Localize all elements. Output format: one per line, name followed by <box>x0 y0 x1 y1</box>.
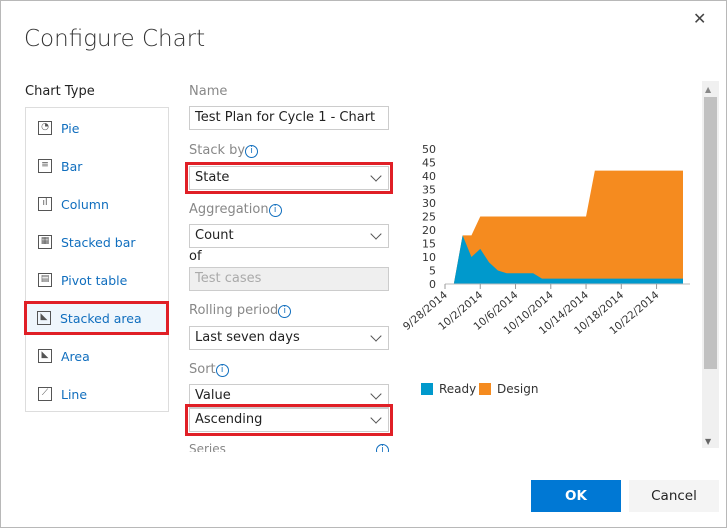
legend-label: Design <box>497 382 539 396</box>
chart-type-line[interactable]: ⟋ Line <box>26 378 168 410</box>
series-label-text: Series <box>189 442 226 452</box>
of-label: of <box>189 249 202 264</box>
rolling-period-dropdown[interactable]: Last seven days <box>189 326 389 350</box>
chart-type-label: Bar <box>61 158 83 174</box>
chart-type-bar[interactable]: ≡ Bar <box>26 150 168 182</box>
y-tick-label: 15 <box>422 238 436 251</box>
sort-label: Sort i <box>189 362 229 377</box>
rolling-label-text: Rolling period <box>189 303 279 318</box>
name-label: Name <box>189 84 228 99</box>
scrollbar-thumb[interactable] <box>704 97 717 369</box>
column-chart-icon: ıl <box>38 197 52 211</box>
y-tick-label: 0 <box>429 278 436 291</box>
chart-type-column[interactable]: ıl Column <box>26 188 168 220</box>
chart-type-pie[interactable]: ◔ Pie <box>26 112 168 144</box>
line-chart-icon: ⟋ <box>38 387 52 401</box>
chart-type-stacked-bar[interactable]: ▦ Stacked bar <box>26 226 168 258</box>
chart-type-label: Pivot table <box>61 272 128 288</box>
chart-type-list: ◔ Pie ≡ Bar ıl Column ▦ Stacked bar ▤ Pivot table… <box>24 107 169 412</box>
dialog-title: Configure Chart <box>24 26 206 52</box>
chart-type-label: Chart Type <box>25 84 95 99</box>
legend-ready: Ready <box>421 382 476 396</box>
y-tick-label: 30 <box>422 197 436 210</box>
chart-type-pivot-table[interactable]: ▤ Pivot table <box>26 264 168 296</box>
chart-type-stacked-area[interactable]: ◣ Stacked area <box>24 301 169 335</box>
y-tick-label: 25 <box>422 211 436 224</box>
chart-type-label: Stacked bar <box>61 234 136 250</box>
aggregation-label: Aggregation i <box>189 202 282 217</box>
info-icon[interactable]: i <box>215 364 229 377</box>
y-tick-label: 20 <box>422 224 436 237</box>
close-icon[interactable]: ✕ <box>693 9 707 28</box>
of-field: Test cases <box>189 267 389 291</box>
series-label: Series i <box>189 442 389 452</box>
info-icon[interactable]: i <box>268 204 282 217</box>
legend-design: Design <box>479 382 538 396</box>
y-tick-label: 40 <box>422 170 436 183</box>
pivot-table-icon: ▤ <box>38 273 52 287</box>
y-tick-label: 5 <box>429 265 436 278</box>
legend-label: Ready <box>439 382 477 396</box>
info-icon[interactable]: i <box>278 305 292 318</box>
pie-icon: ◔ <box>38 121 52 135</box>
sort-label-text: Sort <box>189 362 216 377</box>
sort-field-dropdown[interactable]: Value <box>189 384 389 408</box>
legend-swatch-design <box>479 383 491 395</box>
scroll-up-icon[interactable]: ▲ <box>705 85 712 94</box>
chart-type-label: Pie <box>61 120 80 136</box>
ok-button[interactable]: OK <box>531 480 621 512</box>
rolling-period-label: Rolling period i <box>189 303 292 318</box>
chart-type-label: Stacked area <box>60 310 142 326</box>
chart-type-label: Area <box>61 348 90 364</box>
chart-type-label: Column <box>61 196 109 212</box>
chart-type-area[interactable]: ◣ Area <box>26 340 168 372</box>
area-ready <box>445 235 683 284</box>
aggregation-dropdown[interactable]: Count <box>189 224 389 248</box>
stacked-area-icon: ◣ <box>37 311 51 325</box>
area-design <box>445 170 683 284</box>
sort-order-dropdown[interactable]: Ascending <box>185 404 393 436</box>
y-tick-label: 45 <box>422 157 436 170</box>
stacked-bar-icon: ▦ <box>38 235 52 249</box>
chart-preview: 051015202530354045509/28/201410/2/201410… <box>401 143 690 337</box>
legend-swatch-ready <box>421 383 433 395</box>
name-input[interactable]: Test Plan for Cycle 1 - Chart <box>189 106 389 130</box>
scroll-down-icon[interactable]: ▼ <box>705 437 712 446</box>
info-icon[interactable]: i <box>376 444 389 452</box>
chart-type-label: Line <box>61 386 88 402</box>
area-chart-icon: ◣ <box>38 349 52 363</box>
stackby-label: Stack by i <box>189 143 259 158</box>
info-icon[interactable]: i <box>245 145 259 158</box>
stackby-label-text: Stack by <box>189 143 246 158</box>
y-tick-label: 35 <box>422 184 436 197</box>
y-tick-label: 10 <box>422 251 436 264</box>
y-tick-label: 50 <box>422 143 436 156</box>
aggregation-label-text: Aggregation <box>189 202 269 217</box>
cancel-button[interactable]: Cancel <box>629 480 719 512</box>
stackby-dropdown[interactable]: State <box>185 162 393 194</box>
bar-chart-icon: ≡ <box>38 159 52 173</box>
